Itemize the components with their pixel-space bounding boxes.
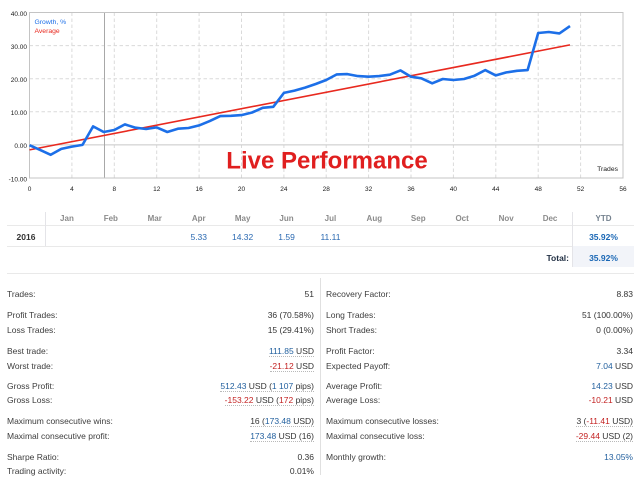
svg-text:32: 32: [365, 186, 373, 193]
svg-text:Live Performance: Live Performance: [226, 148, 427, 175]
svg-text:16: 16: [195, 186, 203, 193]
svg-text:56: 56: [619, 186, 627, 193]
svg-text:0.00: 0.00: [14, 143, 27, 150]
svg-text:36: 36: [407, 186, 415, 193]
svg-text:0: 0: [28, 186, 32, 193]
svg-text:48: 48: [535, 186, 543, 193]
svg-text:Growth, %: Growth, %: [35, 19, 67, 26]
svg-text:Average: Average: [35, 28, 60, 35]
svg-text:28: 28: [323, 186, 331, 193]
svg-text:20.00: 20.00: [11, 77, 28, 84]
svg-text:40.00: 40.00: [11, 11, 28, 18]
svg-text:12: 12: [153, 186, 161, 193]
svg-text:30.00: 30.00: [11, 44, 28, 51]
svg-text:4: 4: [70, 186, 74, 193]
svg-text:10.00: 10.00: [11, 110, 28, 117]
svg-text:20: 20: [238, 186, 246, 193]
svg-text:-10.00: -10.00: [9, 176, 28, 183]
svg-text:44: 44: [492, 186, 500, 193]
svg-text:Trades: Trades: [597, 166, 619, 173]
svg-text:8: 8: [112, 186, 116, 193]
svg-text:40: 40: [450, 186, 458, 193]
svg-text:24: 24: [280, 186, 288, 193]
svg-text:52: 52: [577, 186, 585, 193]
